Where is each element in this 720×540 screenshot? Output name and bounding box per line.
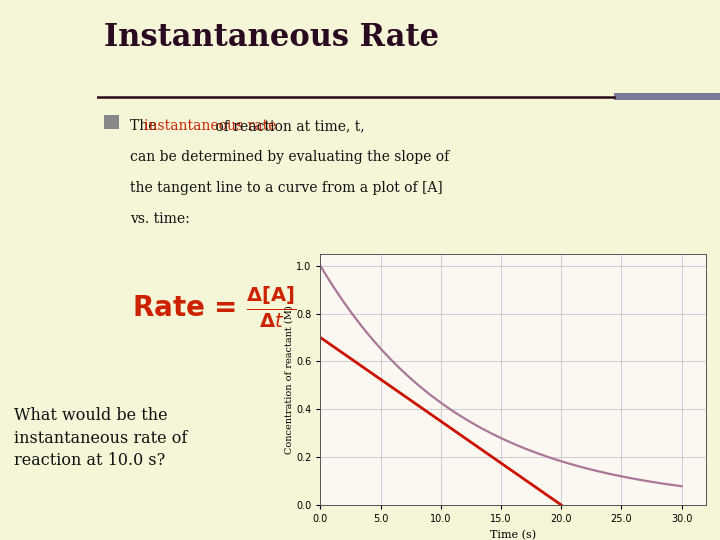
Bar — [104, 115, 120, 129]
Text: What would be the
instantaneous rate of
reaction at 10.0 s?: What would be the instantaneous rate of … — [14, 407, 187, 469]
Y-axis label: Concentration of reactant (M): Concentration of reactant (M) — [284, 305, 293, 454]
X-axis label: Time (s): Time (s) — [490, 530, 536, 540]
Text: the tangent line to a curve from a plot of [A]: the tangent line to a curve from a plot … — [130, 181, 442, 195]
Text: of reaction at time, t,: of reaction at time, t, — [211, 119, 364, 133]
Text: can be determined by evaluating the slope of: can be determined by evaluating the slop… — [130, 150, 449, 164]
Text: Rate = $\mathbf{\frac{\Delta[A]}{\Delta \mathit{t}}}$: Rate = $\mathbf{\frac{\Delta[A]}{\Delta … — [132, 284, 297, 329]
Text: Instantaneous Rate: Instantaneous Rate — [104, 22, 439, 53]
Text: instantaneous rate: instantaneous rate — [145, 119, 276, 133]
Text: vs. time:: vs. time: — [130, 212, 189, 226]
FancyBboxPatch shape — [614, 93, 720, 100]
Text: The: The — [130, 119, 161, 133]
